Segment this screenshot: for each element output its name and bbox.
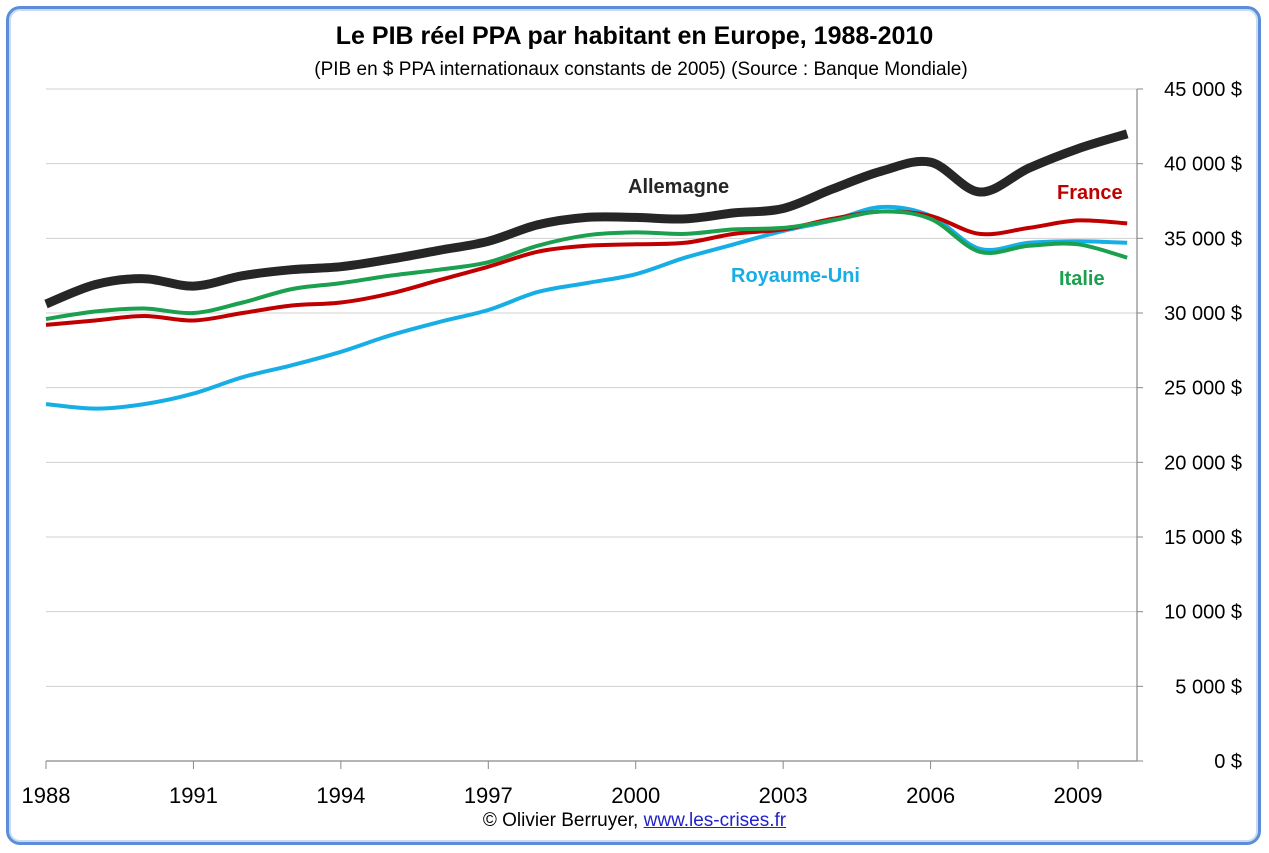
series-line-italie xyxy=(45,209,1128,321)
series-label-allemagne: Allemagne xyxy=(628,176,729,198)
x-axis-tick-labels: 1988 1991 1994 1997 2000 2003 2006 2009 xyxy=(22,783,1103,808)
series-line-france xyxy=(45,209,1128,327)
y-tick-label: 10 000 $ xyxy=(1164,602,1242,624)
y-tick-label: 30 000 $ xyxy=(1164,303,1242,325)
y-tick-label: 5 000 $ xyxy=(1175,676,1242,698)
series-labels: Allemagne France Royaume-Uni Italie xyxy=(628,176,1123,290)
y-tick-label: 0 $ xyxy=(1214,751,1242,773)
x-tick-label: 2009 xyxy=(1054,783,1103,808)
series-lines xyxy=(44,129,1129,411)
series-label-royaume-uni: Royaume-Uni xyxy=(731,265,860,287)
x-tick-label: 2006 xyxy=(906,783,955,808)
x-tick-label: 2003 xyxy=(759,783,808,808)
x-tick-label: 1997 xyxy=(464,783,513,808)
y-tick-label: 45 000 $ xyxy=(1164,79,1242,101)
y-tick-label: 20 000 $ xyxy=(1164,452,1242,474)
y-tick-label: 35 000 $ xyxy=(1164,228,1242,250)
x-tick-label: 1988 xyxy=(22,783,71,808)
axes xyxy=(45,88,1143,769)
y-tick-label: 25 000 $ xyxy=(1164,378,1242,400)
x-tick-label: 1991 xyxy=(169,783,218,808)
credit-line: © Olivier Berruyer, www.les-crises.fr xyxy=(0,810,1269,832)
chart-frame xyxy=(6,6,1261,845)
website-link[interactable]: www.les-crises.fr xyxy=(643,810,787,831)
series-label-france: France xyxy=(1057,182,1123,204)
series-line-allemagne xyxy=(44,129,1129,309)
y-tick-label: 40 000 $ xyxy=(1164,154,1242,176)
series-line-royaume-uni xyxy=(45,204,1128,411)
x-tick-label: 1994 xyxy=(316,783,365,808)
credit-text: © Olivier Berruyer, xyxy=(482,810,639,831)
x-tick-label: 2000 xyxy=(611,783,660,808)
chart-subtitle: (PIB en $ PPA internationaux constants d… xyxy=(314,59,968,80)
y-axis-tick-labels: 0 $ 5 000 $ 10 000 $ 15 000 $ 20 000 $ 25 000… xyxy=(1164,79,1242,773)
y-tick-label: 15 000 $ xyxy=(1164,527,1242,549)
series-label-italie: Italie xyxy=(1059,268,1105,290)
chart-title: Le PIB réel PPA par habitant en Europe, … xyxy=(335,22,934,50)
gridlines xyxy=(46,88,1137,687)
